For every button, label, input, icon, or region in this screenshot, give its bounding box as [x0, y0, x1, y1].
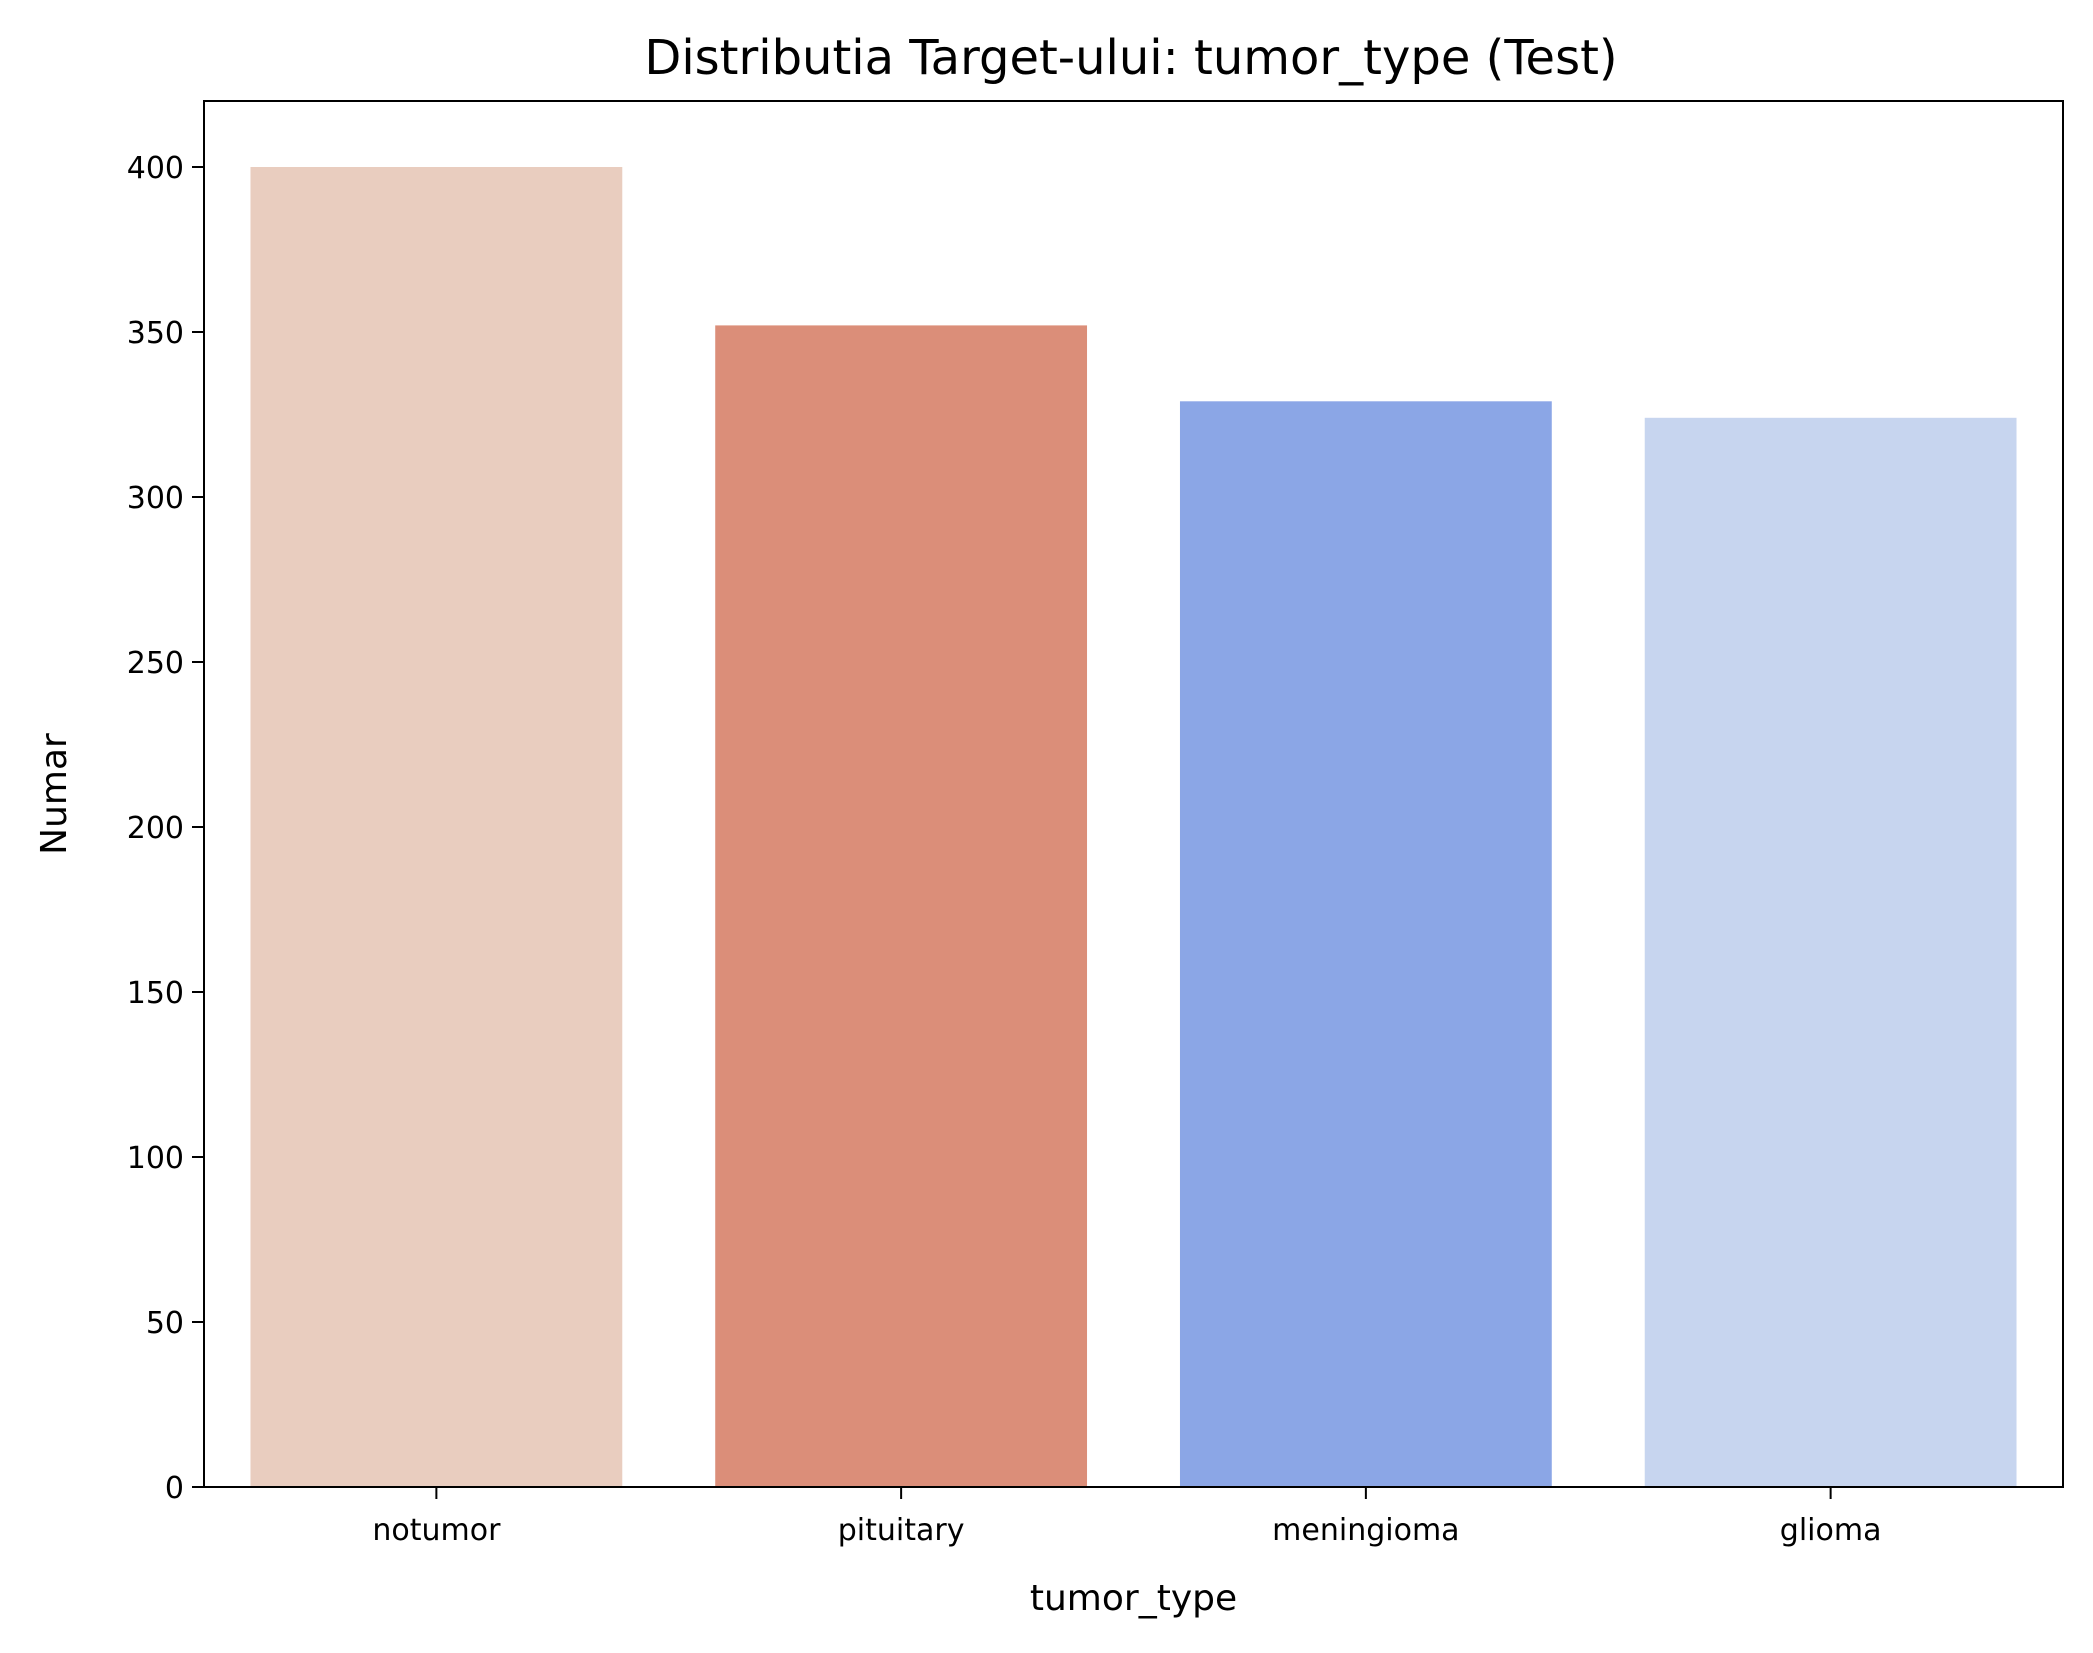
y-tick-label: 400 — [127, 151, 184, 186]
y-tick-label: 200 — [127, 811, 184, 846]
x-tick-label: pituitary — [838, 1513, 965, 1548]
plot-frame — [203, 100, 2064, 1488]
x-tick-label: glioma — [1780, 1513, 1882, 1548]
chart-title: Distributia Target-ului: tumor_type (Tes… — [644, 30, 1617, 86]
x-tick-label: meningioma — [1272, 1513, 1459, 1548]
y-tick-label: 50 — [146, 1306, 184, 1341]
y-tick-label: 250 — [127, 646, 184, 681]
ticks-layer: notumor pituitary meningioma glioma 0 50 100 15… — [127, 151, 1882, 1548]
y-tick-label: 300 — [127, 481, 184, 516]
x-axis-title: tumor_type — [1030, 1578, 1237, 1619]
y-tick-label: 100 — [127, 1141, 184, 1176]
x-tick-label: notumor — [372, 1513, 501, 1548]
bar-meningioma — [1179, 401, 1552, 1487]
bar-notumor — [250, 167, 623, 1487]
y-tick-label: 150 — [127, 976, 184, 1011]
y-tick-label: 0 — [165, 1471, 184, 1506]
bars-layer — [250, 167, 2017, 1487]
y-axis-title: Numar — [34, 733, 75, 855]
bar-glioma — [1644, 417, 2017, 1487]
bar-pituitary — [715, 325, 1088, 1487]
y-tick-label: 350 — [127, 316, 184, 351]
